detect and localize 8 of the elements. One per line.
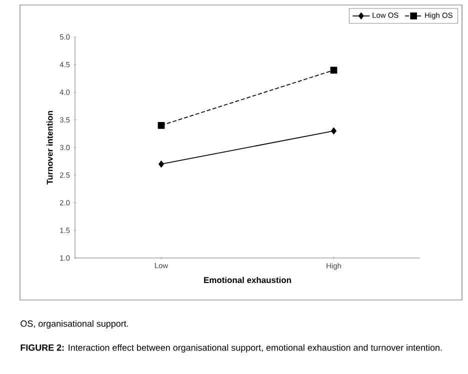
y-axis-title: Turnover intention <box>46 110 53 184</box>
text: OS, organisational support. <box>20 320 128 329</box>
point <box>331 127 336 134</box>
point <box>158 160 164 168</box>
x-axis-title: Emotional exhaustion <box>204 276 291 284</box>
point <box>158 122 165 129</box>
text: FIGURE 2: Interaction effect between organisational support, emotional exhaustion and turnover intention. <box>20 344 442 353</box>
point <box>330 66 338 74</box>
